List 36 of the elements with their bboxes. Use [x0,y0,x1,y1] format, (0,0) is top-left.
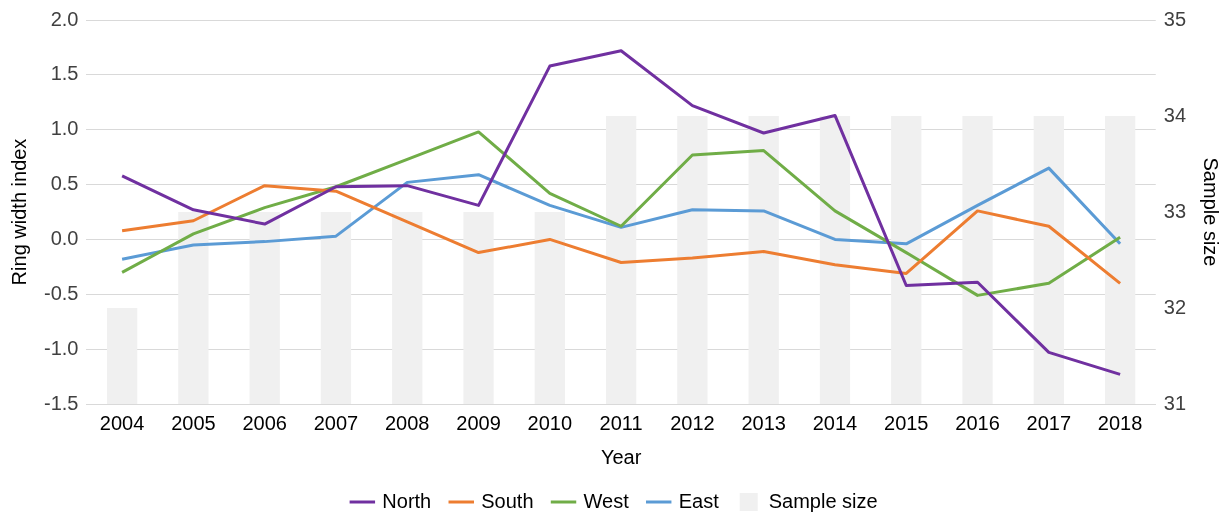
x-tick-label: 2012 [670,411,715,434]
y-tick-label: 1.0 [50,117,79,140]
legend-label: South [481,489,534,512]
y2-axis-title: Sample size [1200,157,1223,267]
y2-tick-label: 34 [1163,103,1186,126]
y-tick-label: 2.0 [50,7,79,30]
x-axis-title: Year [600,445,642,468]
x-tick-label: 2004 [99,411,145,434]
y-tick-label: -1.0 [43,336,79,359]
x-tick-label: 2008 [385,411,430,434]
x-tick-label: 2011 [599,411,643,434]
x-tick-label: 2018 [1097,411,1143,434]
y-tick-label: 0.5 [50,172,79,195]
x-tick-label: 2014 [812,411,858,434]
y-tick-label: 1.5 [50,62,79,85]
y2-tick-label: 32 [1163,295,1186,318]
x-tick-label: 2017 [1026,411,1072,434]
y-tick-label: -0.5 [43,281,79,304]
x-tick-label: 2006 [242,411,287,434]
y-tick-label: -1.5 [43,391,79,414]
x-tick-label: 2007 [313,411,359,434]
x-tick-label: 2009 [456,411,501,434]
x-tick-label: 2016 [955,411,1000,434]
legend-label: West [583,489,630,512]
y-axis-title: Ring width index [7,138,30,286]
x-tick-label: 2010 [527,411,573,434]
legend-label: Sample size [768,489,878,512]
x-tick-label: 2013 [741,411,786,434]
x-tick-label: 2015 [884,411,929,434]
y2-tick-label: 31 [1163,391,1186,414]
y2-tick-label: 33 [1163,199,1186,222]
legend-label: North [382,489,432,512]
y2-tick-label: 35 [1163,7,1186,30]
legend-label: East [678,489,720,512]
y-tick-label: 0.0 [50,226,79,249]
x-tick-label: 2005 [171,411,216,434]
